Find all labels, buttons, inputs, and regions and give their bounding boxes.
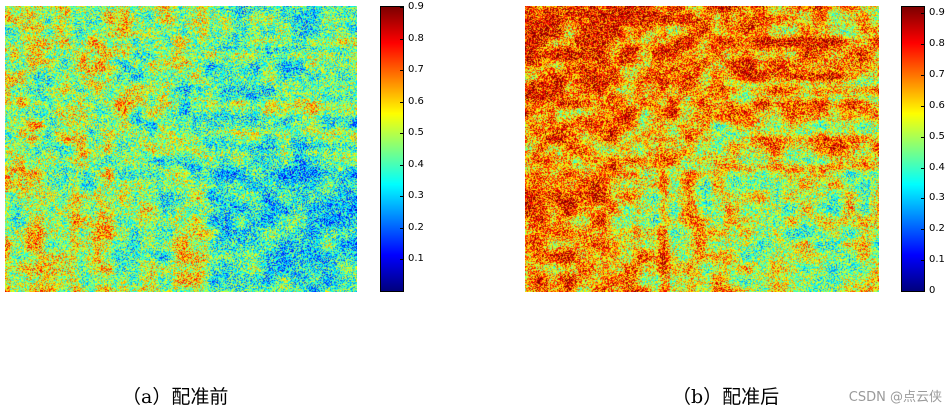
colorbar-tick-label: 0.2 [408,222,424,233]
colorbar-tick-mark [400,39,404,40]
colorbar-tick-label: 0.1 [929,254,945,265]
colorbar-tick-label: 0.6 [929,100,945,111]
colorbar-tick-mark [921,291,925,292]
colorbar-tick-mark [921,75,925,76]
colorbar-tick-label: 0.3 [929,192,945,203]
colorbar-tick-mark [400,165,404,166]
heatmap-after-registration [525,6,879,292]
colorbar-tick-label: 0.9 [929,7,945,18]
colorbar-tick-label: 0.5 [929,131,945,142]
colorbar-tick-mark [400,70,404,71]
colorbar-after-registration [901,6,925,292]
caption-after-registration: （b）配准后 [672,386,780,408]
colorbar-tick-mark [400,102,404,103]
colorbar-tick-label: 0 [929,285,936,296]
caption-before-registration: （a）配准前 [122,386,229,408]
colorbar-tick-mark [921,260,925,261]
colorbar-tick-label: 0.7 [929,69,945,80]
watermark-text: CSDN @点云侠 [848,390,942,405]
colorbar-tick-label: 0.2 [929,223,945,234]
colorbar-tick-mark [921,44,925,45]
colorbar-tick-label: 0.8 [929,38,945,49]
colorbar-tick-mark [921,229,925,230]
colorbar-tick-label: 0.4 [408,159,424,170]
colorbar-before-registration [380,6,404,292]
colorbar-tick-mark [400,133,404,134]
colorbar-tick-mark [400,7,404,8]
colorbar-tick-label: 0.3 [408,190,424,201]
colorbar-tick-mark [400,228,404,229]
colorbar-tick-mark [400,196,404,197]
colorbar-tick-mark [921,13,925,14]
colorbar-tick-label: 0.6 [408,96,424,107]
colorbar-tick-label: 0.8 [408,33,424,44]
colorbar-tick-mark [400,259,404,260]
colorbar-tick-label: 0.7 [408,64,424,75]
colorbar-tick-label: 0.9 [408,1,424,12]
colorbar-tick-label: 0.4 [929,162,945,173]
colorbar-tick-mark [921,106,925,107]
colorbar-tick-mark [921,168,925,169]
colorbar-tick-label: 0.1 [408,253,424,264]
colorbar-tick-mark [921,198,925,199]
colorbar-tick-label: 0.5 [408,127,424,138]
heatmap-before-registration [5,6,357,292]
colorbar-tick-mark [921,137,925,138]
